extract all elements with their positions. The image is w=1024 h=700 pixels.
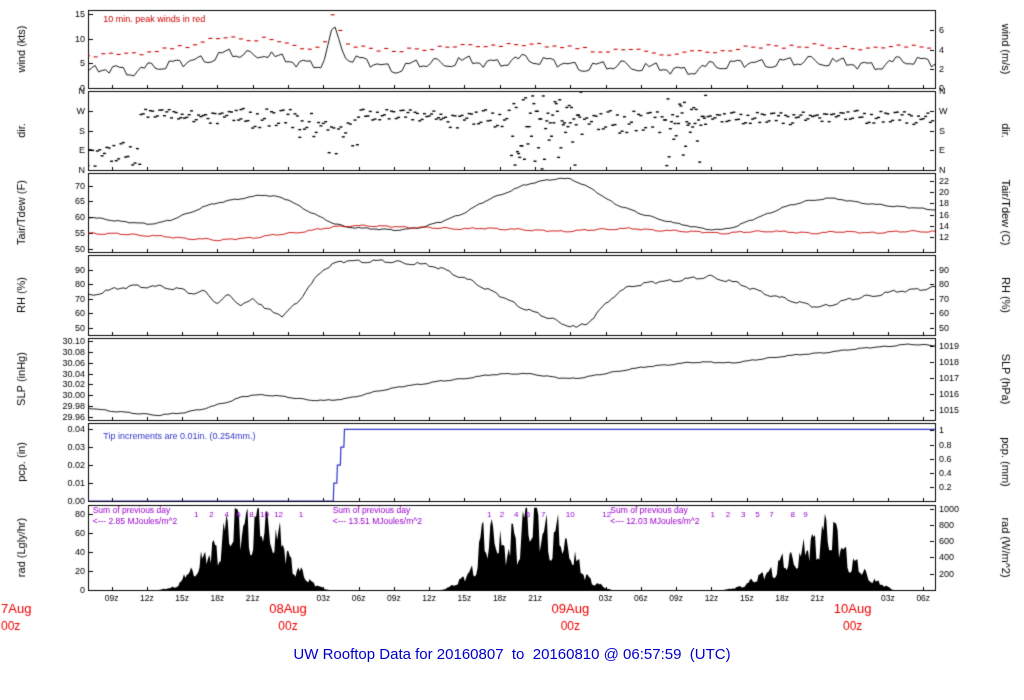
chart-title: UW Rooftop Data for 20160807 to 20160810… xyxy=(293,646,731,663)
